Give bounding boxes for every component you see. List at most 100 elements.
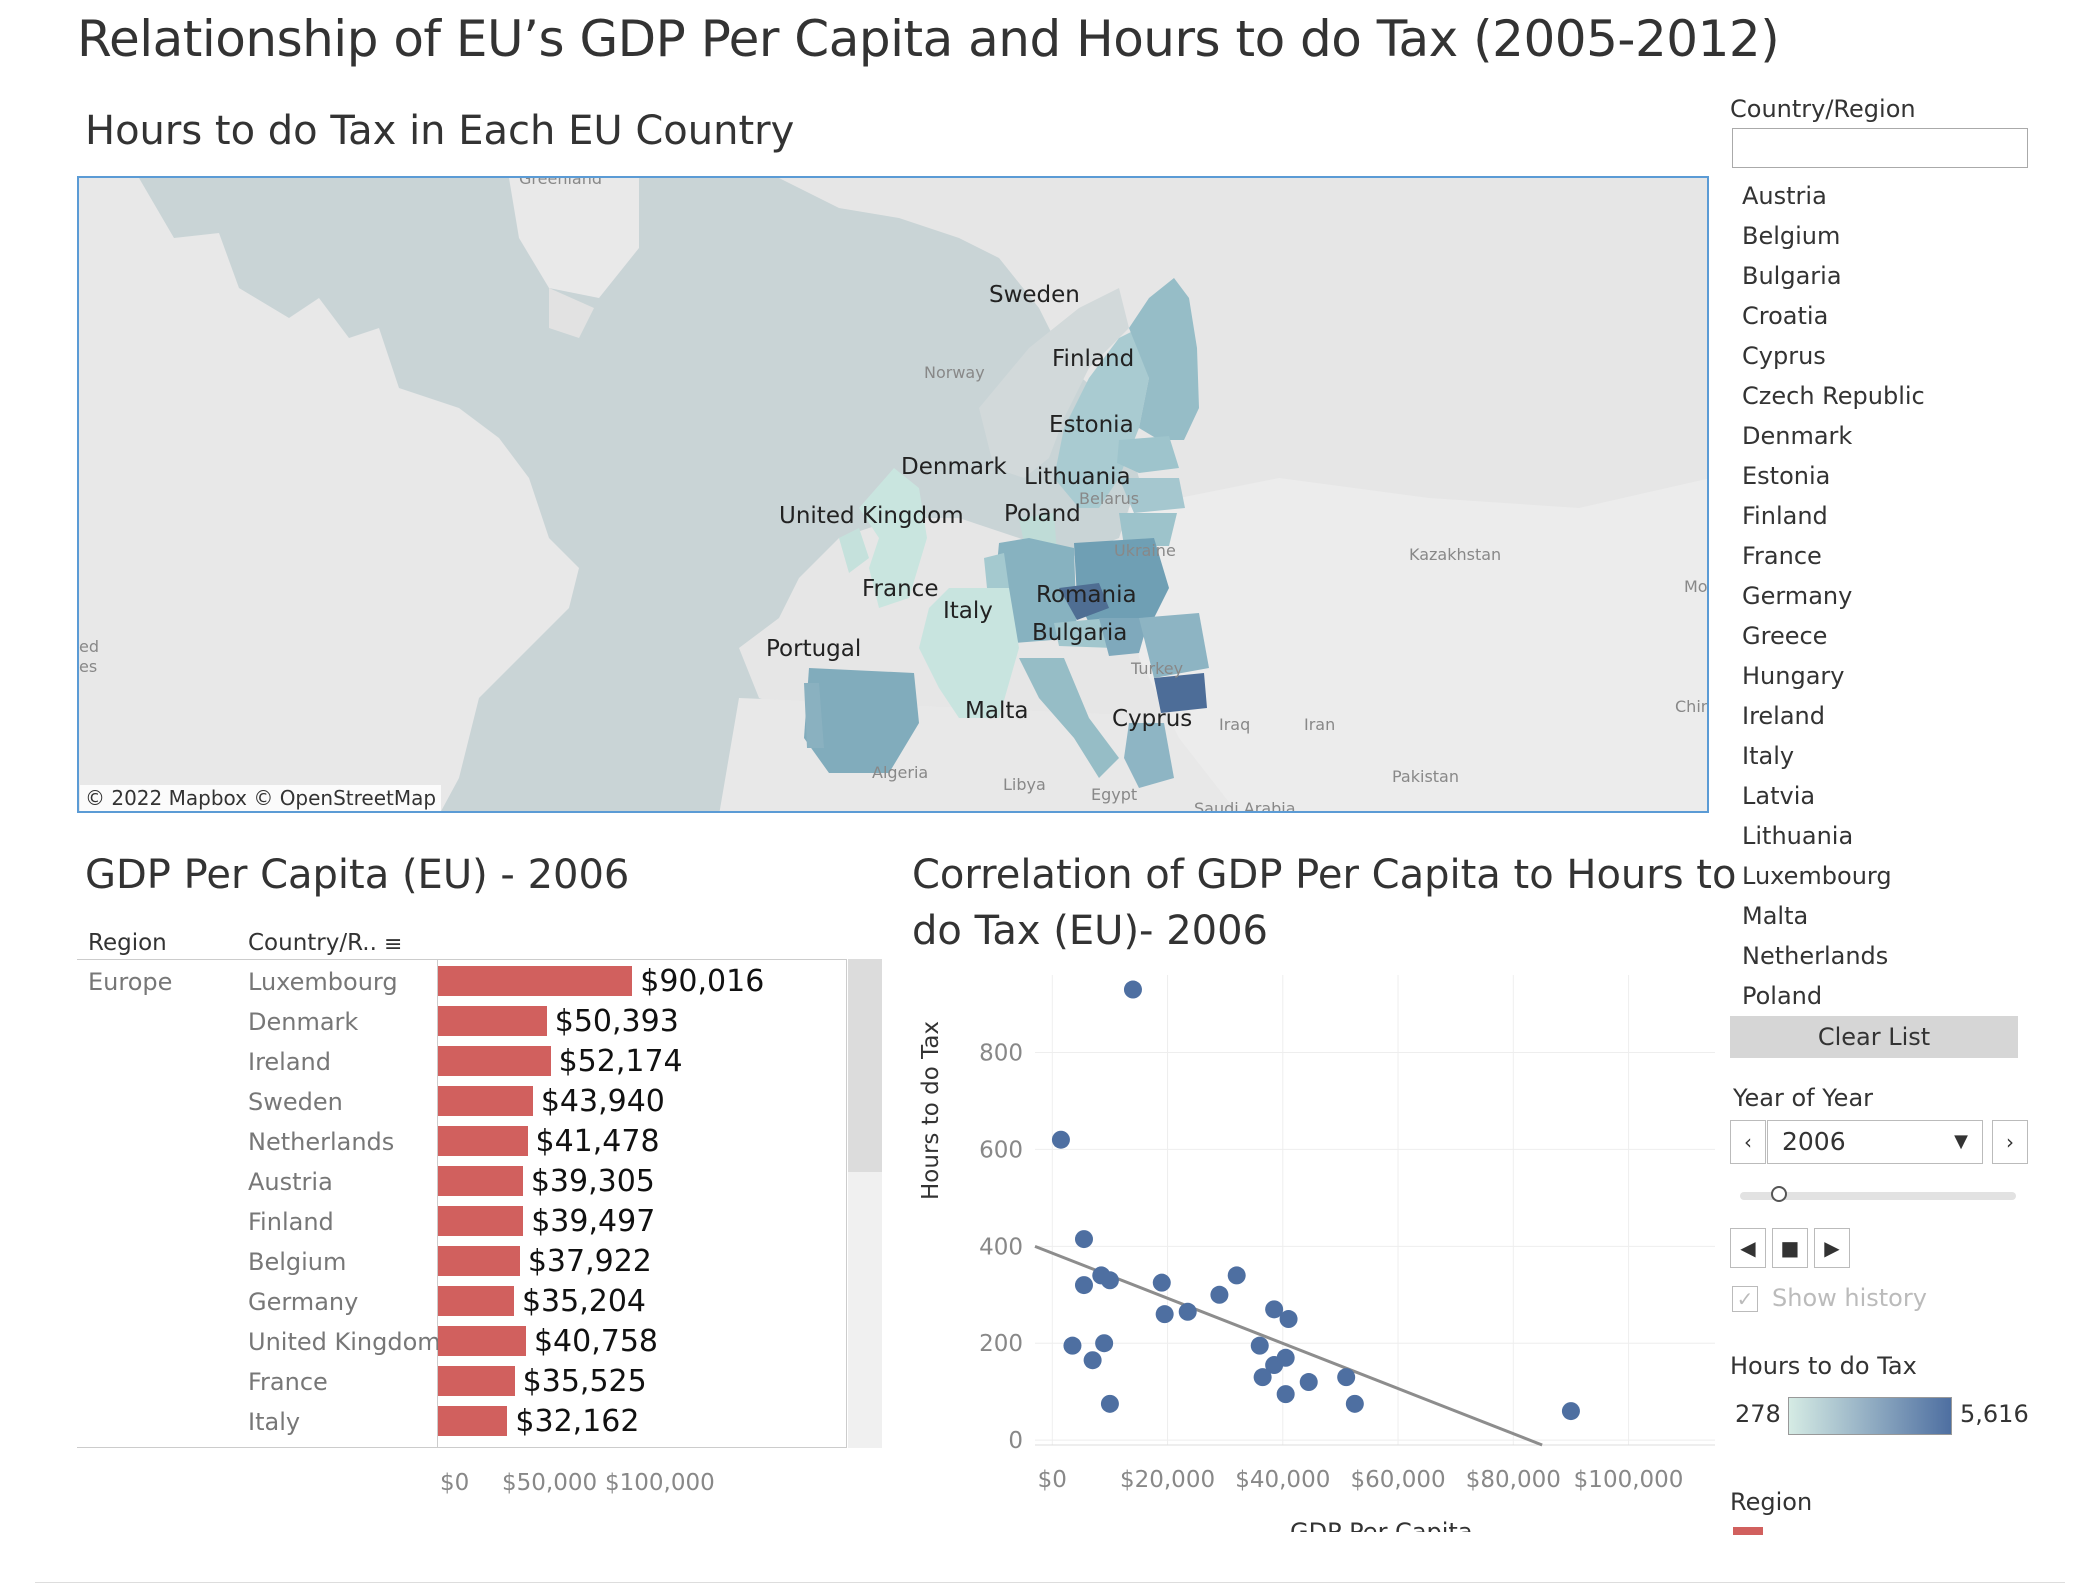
eu-choropleth-map[interactable]: Sweden Finland Estonia Denmark Lithuania…: [77, 176, 1709, 813]
finland-region[interactable]: [1129, 278, 1199, 440]
show-history-checkbox[interactable]: ✓: [1732, 1286, 1758, 1312]
greece-region[interactable]: [1124, 723, 1174, 788]
scatter-point[interactable]: [1253, 1368, 1272, 1387]
year-select[interactable]: 2006 ▼: [1767, 1120, 1983, 1164]
scatter-point[interactable]: [1265, 1300, 1284, 1319]
country-list-item[interactable]: France: [1742, 542, 1822, 570]
germany-region[interactable]: [994, 538, 1077, 643]
country-list-item[interactable]: Poland: [1742, 982, 1823, 1010]
uk-region[interactable]: [859, 468, 927, 608]
country-list-item[interactable]: Netherlands: [1742, 942, 1889, 970]
country-list-item[interactable]: Germany: [1742, 582, 1853, 610]
scatter-point[interactable]: [1074, 1276, 1093, 1295]
sort-icon[interactable]: ≡: [384, 932, 403, 957]
country-list-item[interactable]: Austria: [1742, 182, 1827, 210]
scatter-point[interactable]: [1210, 1285, 1229, 1304]
scatter-point[interactable]: [1123, 980, 1142, 999]
bar-scrollbar-track[interactable]: [848, 959, 882, 1448]
bar[interactable]: [438, 1366, 515, 1396]
latvia-region[interactable]: [1119, 478, 1185, 513]
bar[interactable]: [438, 1406, 508, 1436]
country-list-item[interactable]: Lithuania: [1742, 822, 1854, 850]
estonia-region[interactable]: [1117, 436, 1179, 473]
spain-region[interactable]: [804, 668, 919, 773]
country-list-item[interactable]: Cyprus: [1742, 342, 1826, 370]
region-legend-swatch: [1733, 1527, 1763, 1535]
france-region[interactable]: [919, 588, 1019, 718]
country-list-item[interactable]: Bulgaria: [1742, 262, 1842, 290]
bar[interactable]: [438, 1126, 528, 1156]
country-list-item[interactable]: Latvia: [1742, 782, 1816, 810]
hungary-region[interactable]: [1099, 618, 1149, 656]
scatter-point[interactable]: [1152, 1273, 1171, 1292]
netherlands-region[interactable]: [984, 553, 1009, 588]
bar[interactable]: [438, 1286, 514, 1316]
scatter-point[interactable]: [1095, 1334, 1114, 1353]
bar[interactable]: [438, 966, 633, 996]
bar[interactable]: [438, 1206, 524, 1236]
portugal-region[interactable]: [804, 683, 824, 748]
ireland-region[interactable]: [839, 528, 869, 573]
bar-col-region-header[interactable]: Region: [88, 930, 167, 956]
country-list-item[interactable]: Denmark: [1742, 422, 1853, 450]
scatter-point[interactable]: [1063, 1336, 1082, 1355]
austria-region[interactable]: [1054, 618, 1114, 648]
scatter-point[interactable]: [1074, 1230, 1093, 1249]
bar-col-country-header[interactable]: Country/R..: [248, 930, 377, 956]
clear-list-button[interactable]: Clear List: [1730, 1016, 2018, 1058]
scatter-point[interactable]: [1250, 1336, 1269, 1355]
scatter-point[interactable]: [1276, 1385, 1295, 1404]
scatter-point[interactable]: [1279, 1310, 1298, 1329]
map-label-france: France: [862, 576, 938, 602]
country-list-item[interactable]: Czech Republic: [1742, 382, 1925, 410]
country-list-item[interactable]: Malta: [1742, 902, 1809, 930]
map-attribution[interactable]: © 2022 Mapbox © OpenStreetMap: [80, 785, 442, 811]
bar[interactable]: [438, 1246, 520, 1276]
bar[interactable]: [438, 1046, 551, 1076]
scatter-point[interactable]: [1299, 1373, 1318, 1392]
country-list-item[interactable]: Hungary: [1742, 662, 1845, 690]
year-slider-track[interactable]: [1740, 1192, 2016, 1200]
country-list-item[interactable]: Italy: [1742, 742, 1795, 770]
bar[interactable]: [438, 1166, 523, 1196]
country-list-item[interactable]: Croatia: [1742, 302, 1829, 330]
year-prev-button[interactable]: ‹: [1730, 1120, 1766, 1164]
country-list-item[interactable]: Belgium: [1742, 222, 1841, 250]
play-forward-button[interactable]: ▶: [1814, 1228, 1850, 1268]
czech-region[interactable]: [1059, 583, 1109, 620]
country-search-input[interactable]: [1732, 128, 2028, 168]
chevron-right-icon: ›: [2006, 1130, 2014, 1154]
bar[interactable]: [438, 1326, 526, 1356]
year-slider-thumb[interactable]: [1770, 1186, 1787, 1202]
bar-category-label: Germany: [248, 1288, 359, 1316]
country-list-item[interactable]: Greece: [1742, 622, 1828, 650]
scatter-point[interactable]: [1337, 1368, 1356, 1387]
scatter-point[interactable]: [1178, 1302, 1197, 1321]
scatter-point[interactable]: [1100, 1271, 1119, 1290]
country-list-item[interactable]: Luxembourg: [1742, 862, 1892, 890]
play-backward-button[interactable]: ◀: [1730, 1228, 1766, 1268]
bar-scrollbar-thumb[interactable]: [848, 959, 882, 1172]
romania-region[interactable]: [1139, 613, 1209, 678]
map-canvas[interactable]: Sweden Finland Estonia Denmark Lithuania…: [79, 178, 1709, 813]
scatter-plot[interactable]: 0 200 400 600 800 $0 $20,000 $40,000 $60,000 $80,…: [900, 975, 1720, 1535]
lithuania-region[interactable]: [1119, 513, 1177, 546]
country-list-item[interactable]: Finland: [1742, 502, 1828, 530]
scatter-point[interactable]: [1083, 1351, 1102, 1370]
bulgaria-region[interactable]: [1154, 673, 1207, 713]
italy-region[interactable]: [1019, 658, 1119, 778]
year-next-button[interactable]: ›: [1992, 1120, 2028, 1164]
bar[interactable]: [438, 1086, 533, 1116]
scatter-point[interactable]: [1051, 1130, 1070, 1149]
country-list-item[interactable]: Estonia: [1742, 462, 1831, 490]
bar[interactable]: [438, 1006, 547, 1036]
scatter-point[interactable]: [1345, 1394, 1364, 1413]
country-list-item[interactable]: Ireland: [1742, 702, 1826, 730]
sweden-region[interactable]: [1054, 328, 1149, 508]
scatter-point[interactable]: [1276, 1348, 1295, 1367]
scatter-point[interactable]: [1561, 1402, 1580, 1421]
scatter-point[interactable]: [1155, 1305, 1174, 1324]
stop-button[interactable]: ■: [1772, 1228, 1808, 1268]
scatter-point[interactable]: [1227, 1266, 1246, 1285]
scatter-point[interactable]: [1100, 1394, 1119, 1413]
